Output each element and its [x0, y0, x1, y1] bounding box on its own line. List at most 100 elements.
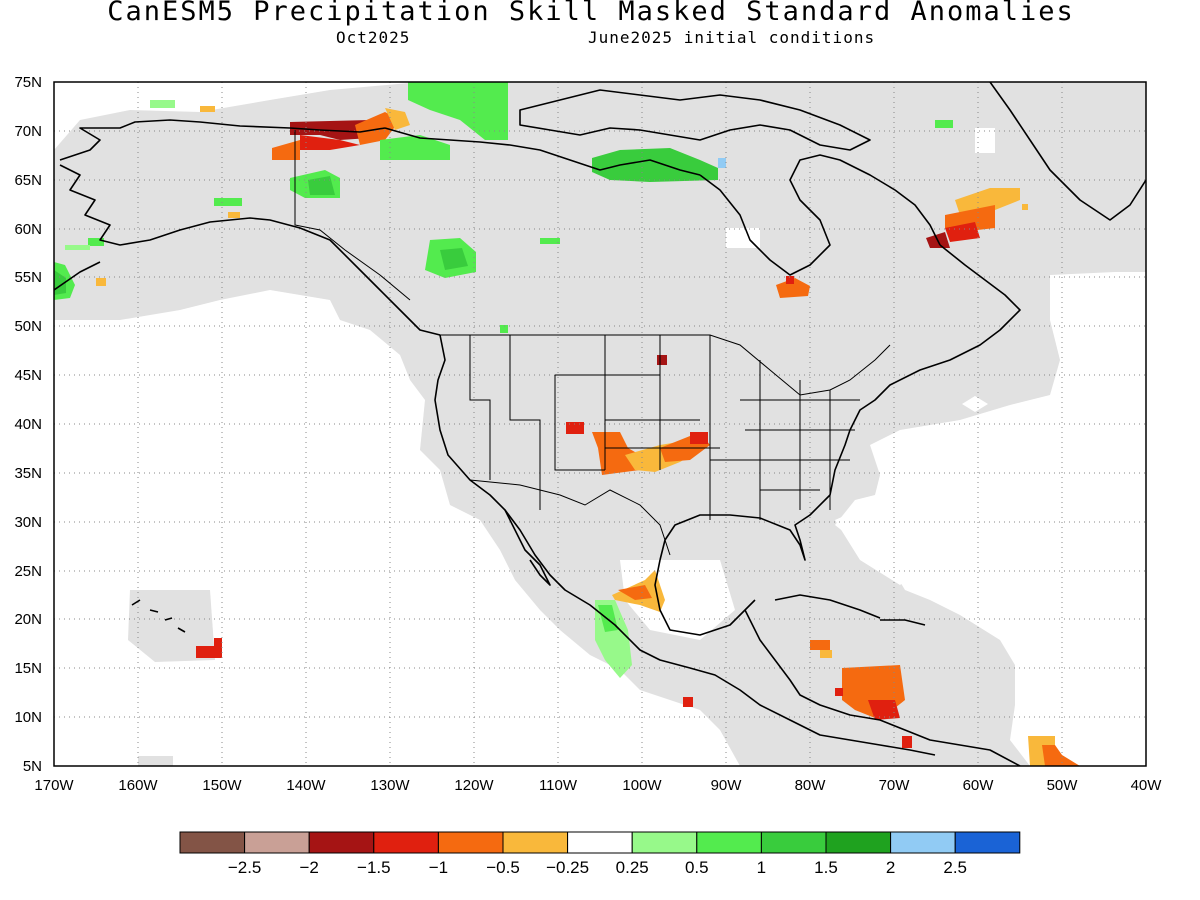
- patch-mexico-orange-2: [618, 585, 652, 600]
- lon-tick-label: 60W: [963, 777, 995, 794]
- colorbar-label: −2: [300, 858, 319, 877]
- colorbar-label: 2.5: [943, 858, 967, 877]
- coast-gulf: [659, 429, 851, 561]
- hole-atlantic: [835, 500, 935, 585]
- coast-hispaniola: [880, 619, 926, 626]
- coast-hawaii: [131, 599, 186, 633]
- patch-kansas-3: [690, 432, 708, 444]
- lat-tick-label: 75N: [14, 74, 42, 91]
- colorbar-label: 1.5: [814, 858, 838, 877]
- colorbar-swatch: [244, 831, 310, 854]
- lat-tick-label: 25N: [14, 563, 42, 580]
- coast-cuba: [774, 594, 881, 619]
- patch-caribbean-5: [902, 736, 912, 748]
- lon-tick-label: 140W: [286, 777, 326, 794]
- patch-colorado: [592, 432, 640, 475]
- state-lines-east: [740, 399, 860, 491]
- border-alaska-canada: [294, 130, 411, 301]
- map-frame: [53, 81, 1147, 767]
- colorbar-swatch: [954, 831, 1021, 854]
- colorbar-label: 0.25: [616, 858, 649, 877]
- patch-kivalliq-2: [718, 158, 726, 168]
- coast-central-america: [744, 609, 1021, 766]
- lon-tick-label: 90W: [711, 777, 743, 794]
- colorbar-label: −2.5: [228, 858, 262, 877]
- patch-beaufort: [408, 82, 508, 140]
- patch-caribbean-6: [835, 688, 843, 696]
- lat-tick-label: 65N: [14, 172, 42, 189]
- patch-bc-3: [500, 325, 508, 333]
- patch-labrador: [955, 188, 1020, 215]
- colorbar-label: −1.5: [357, 858, 391, 877]
- lon-tick-label: 70W: [879, 777, 911, 794]
- colorbar-swatch: [437, 831, 504, 854]
- patch-caribbean-2: [868, 700, 900, 720]
- lon-axis: 170W 160W 150W 140W 130W 120W 110W 100W …: [34, 777, 1162, 794]
- patch-hawaii: [196, 646, 222, 658]
- colorbar-swatch: [631, 831, 698, 854]
- mask-hawaii-2: [138, 756, 173, 766]
- graticule: [54, 82, 1146, 766]
- patch-kivalliq-3: [935, 120, 953, 128]
- colorbar-label: −0.5: [486, 858, 520, 877]
- patch-caribbean-4: [820, 650, 832, 658]
- colorbar-label: 0.5: [685, 858, 709, 877]
- lat-tick-label: 60N: [14, 221, 42, 238]
- colorbar-labels: −2.5 −2 −1.5 −1 −0.5 −0.25 0.25 0.5 1 1.5 2 2.5: [228, 858, 967, 877]
- lat-tick-label: 50N: [14, 318, 42, 335]
- patch-bc-2: [440, 248, 468, 270]
- colorbar-swatch: [890, 831, 956, 854]
- lat-tick-label: 30N: [14, 514, 42, 531]
- colorbar-swatch: [502, 831, 569, 854]
- coast-labrador: [699, 154, 941, 276]
- state-lines-west: [469, 335, 660, 510]
- patch-beaufort-3: [150, 100, 175, 108]
- patch-yukon-3: [214, 198, 242, 206]
- coast-alaska-north: [59, 119, 386, 161]
- lat-tick-label: 10N: [14, 709, 42, 726]
- colorbar-label: −0.25: [546, 858, 589, 877]
- lon-tick-label: 130W: [370, 777, 410, 794]
- patch-colorado-1: [566, 422, 584, 434]
- lat-tick-label: 5N: [23, 758, 42, 775]
- lat-tick-label: 70N: [14, 123, 42, 140]
- coast-greenland: [989, 82, 1146, 221]
- colorbar-swatch: [696, 831, 762, 854]
- coast-aleutians: [54, 261, 101, 291]
- coast-arctic-mainland: [384, 127, 701, 176]
- patch-hawaii-2: [214, 638, 222, 646]
- lat-tick-label: 20N: [14, 611, 42, 628]
- colorbar-label: 2: [886, 858, 895, 877]
- patch-caribbean-3: [810, 640, 830, 650]
- patch-james-bay-2: [786, 276, 794, 284]
- lon-tick-label: 120W: [454, 777, 494, 794]
- hole-greenland: [975, 128, 995, 153]
- lon-tick-label: 150W: [202, 777, 242, 794]
- lat-axis: 5N 10N 15N 20N 25N 30N 35N 40N 45N 50N 5…: [14, 74, 42, 775]
- borders: [294, 130, 891, 556]
- map-title: CanESM5 Precipitation Skill Masked Stand…: [107, 0, 1075, 27]
- lon-tick-label: 40W: [1131, 777, 1163, 794]
- patch-north-alaska-2: [300, 135, 360, 150]
- coast-west-us: [434, 334, 936, 756]
- patch-james-bay: [776, 278, 810, 298]
- mask-hawaii: [128, 590, 215, 662]
- colorbar-swatch: [179, 831, 246, 854]
- coast-east-us: [849, 244, 1021, 431]
- colorbar: [179, 831, 1021, 854]
- initial-conditions: June2025 initial conditions: [588, 28, 876, 47]
- patch-dakota: [657, 355, 667, 365]
- coastlines: [54, 82, 1146, 766]
- patch-north-alaska-4: [385, 108, 410, 130]
- hole-west-atlantic: [962, 396, 988, 412]
- forecast-month: Oct2025: [336, 28, 411, 47]
- lat-tick-label: 55N: [14, 269, 42, 286]
- coast-alaska-west: [59, 164, 441, 336]
- lon-tick-label: 110W: [539, 777, 578, 794]
- lat-tick-label: 40N: [14, 416, 42, 433]
- patch-beaufort-2: [380, 135, 450, 160]
- lat-tick-label: 45N: [14, 367, 42, 384]
- hole-hudson: [726, 228, 760, 248]
- map-area: [54, 82, 1146, 766]
- state-lines-central: [604, 335, 850, 520]
